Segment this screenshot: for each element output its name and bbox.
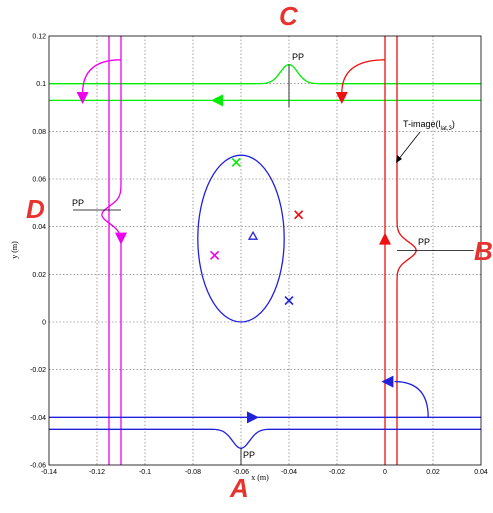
x-tick-label: -0.08 — [185, 469, 201, 476]
t-image-label-sub: lat,3 — [441, 126, 453, 132]
direction-arrow — [379, 232, 391, 245]
pointer-line — [397, 131, 421, 161]
x-tick-label: 0.04 — [474, 469, 488, 476]
pp-label-top: PP — [292, 52, 304, 62]
x-marker — [210, 250, 220, 260]
direction-arrow — [115, 232, 127, 245]
label-a: A — [229, 473, 249, 503]
y-tick-label: 0.04 — [32, 224, 46, 231]
y-tick-label: 0.02 — [32, 272, 46, 279]
chart-series — [49, 36, 481, 465]
x-marker — [294, 210, 304, 220]
x-marker — [231, 157, 241, 167]
pp-label-left: PP — [72, 198, 84, 208]
pp-label-bottom: PP — [243, 450, 255, 460]
direction-arrow — [211, 94, 223, 107]
series-line — [101, 36, 122, 465]
chart-markers — [197, 154, 304, 323]
chart-tick-labels: -0.14 -0.12 -0.1 -0.08 -0.06 -0.04 -0.02 0 0.02 0… — [30, 34, 488, 477]
turn-arrow — [76, 91, 89, 104]
plot-frame — [48, 35, 482, 466]
pointer-head — [396, 155, 402, 163]
y-tick-label: 0.06 — [32, 177, 46, 184]
y-tick-label: -0.06 — [30, 463, 46, 470]
x-tick-label: -0.12 — [89, 469, 105, 476]
t-image-pointer — [396, 131, 421, 163]
y-tick-label: -0.02 — [30, 367, 46, 374]
x-tick-label: 0.02 — [426, 469, 440, 476]
y-axis-label: y (m) — [10, 241, 19, 259]
y-tick-label: 0.12 — [32, 34, 46, 41]
x-axis-label: x (m) — [251, 473, 269, 482]
label-d: D — [26, 194, 45, 224]
x-tick-label: -0.14 — [41, 469, 57, 476]
y-tick-label: -0.04 — [30, 415, 46, 422]
trajectory-ellipse — [197, 154, 285, 323]
x-tick-label: -0.1 — [139, 469, 151, 476]
pp-label-right: PP — [418, 237, 430, 247]
turn-curve — [341, 59, 386, 94]
label-b: B — [474, 236, 493, 266]
x-tick-label: -0.02 — [329, 469, 345, 476]
y-tick-label: 0.08 — [32, 129, 46, 136]
direction-arrow — [247, 411, 259, 424]
y-tick-label: 0.1 — [36, 81, 46, 88]
label-c: C — [279, 1, 299, 31]
turn-curve — [394, 380, 429, 418]
t-image-label-main: T-image(l — [403, 119, 441, 129]
turn-curve — [81, 59, 122, 94]
triangle-marker — [247, 230, 259, 240]
x-tick-label: -0.06 — [233, 469, 249, 476]
turn-arrow — [335, 91, 348, 104]
x-marker — [284, 295, 294, 306]
x-tick-label: -0.04 — [281, 469, 297, 476]
turn-arrow — [381, 375, 394, 388]
y-tick-label: 0 — [42, 320, 46, 327]
t-image-label-end: ) — [452, 119, 455, 129]
series-line — [49, 428, 481, 449]
x-tick-label: 0 — [383, 469, 387, 476]
t-image-label: T-image(llat,3) — [403, 119, 455, 132]
